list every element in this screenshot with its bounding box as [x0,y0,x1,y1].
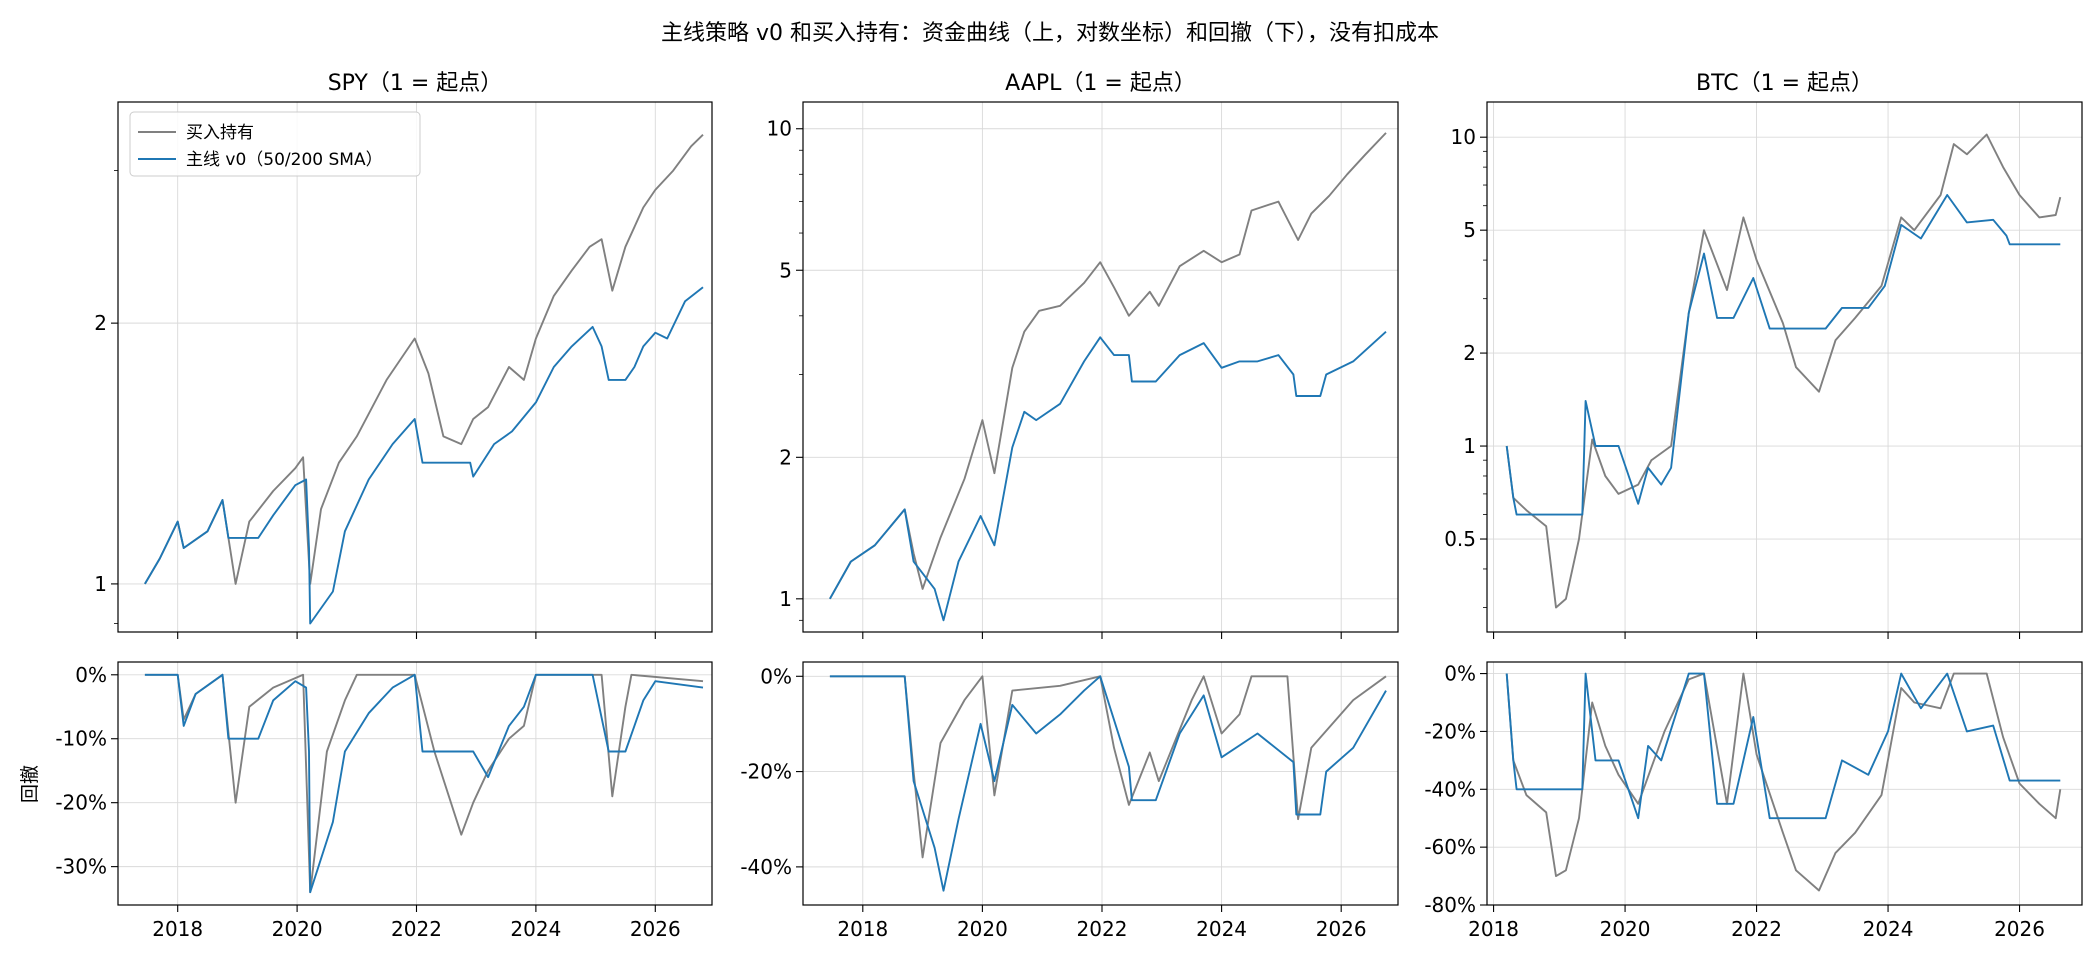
x-tick-label: 2024 [510,917,561,941]
axes-frame [1486,661,2083,906]
x-tick-label: 2026 [1994,917,2045,941]
x-tick-label: 2020 [957,917,1008,941]
series-line-buy-hold [829,132,1387,600]
chart-panels: 1 2 SPY（1 = 起点） 1 2 5 10 AAPL（1 = 起点） 0.5 1 2 5 10 BT… [55,71,2083,941]
series-line-strategy-v0 [144,286,704,625]
series-line-strategy-v0 [1505,194,2061,516]
axes-frame [117,101,713,633]
y-tick-label: 0.5 [1444,527,1476,551]
y-tick-label: -40% [740,855,792,879]
series-line-strategy-v0 [829,675,1387,892]
y-tick-label: -30% [55,855,107,879]
x-tick-label: 2022 [1077,917,1128,941]
y-tick-label: -20% [55,791,107,815]
y-tick-label: 5 [779,258,792,282]
x-tick-label: 2022 [1731,917,1782,941]
x-tick-label: 2020 [272,917,323,941]
equity-panel-spy: 1 2 SPY（1 = 起点） [94,71,713,639]
grid [118,662,712,905]
drawdown-panel-btc: 0% -20% -40% -60% -80%2018 2020 2022 2024 2026 [1424,661,2083,941]
drawdown-panel-aapl: 0% -20% -40% 2018 2020 2022 2024 2026 [740,661,1399,941]
series-line-buy-hold [144,134,704,585]
y-tick-label: 0% [760,664,792,688]
series-line-buy-hold [144,673,704,894]
y-tick-label: 1 [94,572,107,596]
equity-panel-aapl: 1 2 5 10 AAPL（1 = 起点） [767,71,1399,639]
axes-frame [1486,101,2083,633]
y-tick-label: 1 [1463,434,1476,458]
y-tick-label: 0% [1444,662,1476,686]
grid [803,662,1398,905]
grid [118,102,712,632]
series-line-buy-hold [1505,133,2062,609]
panel-title-btc: BTC（1 = 起点） [1696,71,1873,96]
axes-frame [802,661,1399,906]
y-tick-label: 10 [1451,125,1476,149]
legend-box [129,111,421,177]
y-tick-label: -60% [1424,835,1476,859]
panel-title-aapl: AAPL（1 = 起点） [1005,71,1196,96]
figure-title: 主线策略 v0 和买入持有：资金曲线（上，对数坐标）和回撤（下），没有扣成本 [661,21,1439,46]
series-line-strategy-v0 [144,673,704,894]
panel-title-spy: SPY（1 = 起点） [328,71,503,96]
series-line-buy-hold [829,675,1387,859]
x-tick-label: 2018 [1468,917,1519,941]
series-line-strategy-v0 [829,330,1387,622]
drawdown-y-axis-label: 回撤 [19,765,41,803]
x-tick-label: 2018 [837,917,888,941]
equity-panel-btc: 0.5 1 2 5 10 BTC（1 = 起点） [1444,71,2083,639]
axes-frame [117,661,713,906]
x-tick-label: 2018 [152,917,203,941]
x-tick-label: 2020 [1600,917,1651,941]
x-tick-label: 2026 [630,917,681,941]
y-tick-label: -20% [740,760,792,784]
x-tick-label: 2026 [1316,917,1367,941]
series-line-buy-hold [1505,672,2062,892]
drawdown-panel-spy: 0% -10% -20% -30% 2018 2020 2022 2024 2026 [55,661,713,941]
y-tick-label: 5 [1463,218,1476,242]
y-tick-label: -20% [1424,719,1476,743]
y-tick-label: 2 [94,311,107,335]
y-tick-label: 1 [779,587,792,611]
y-tick-label: 2 [779,445,792,469]
legend-label: 买入持有 [186,123,254,143]
grid [803,102,1398,632]
y-tick-label: 0% [75,663,107,687]
y-tick-label: 10 [767,117,792,141]
y-tick-label: 2 [1463,341,1476,365]
legend-label: 主线 v0（50/200 SMA） [186,150,383,170]
series-line-strategy-v0 [1505,672,2061,820]
x-tick-label: 2024 [1863,917,1914,941]
x-tick-label: 2022 [391,917,442,941]
y-tick-label: -40% [1424,777,1476,801]
y-tick-label: -80% [1424,893,1476,917]
x-tick-label: 2024 [1196,917,1247,941]
axes-frame [802,101,1399,633]
y-tick-label: -10% [55,727,107,751]
